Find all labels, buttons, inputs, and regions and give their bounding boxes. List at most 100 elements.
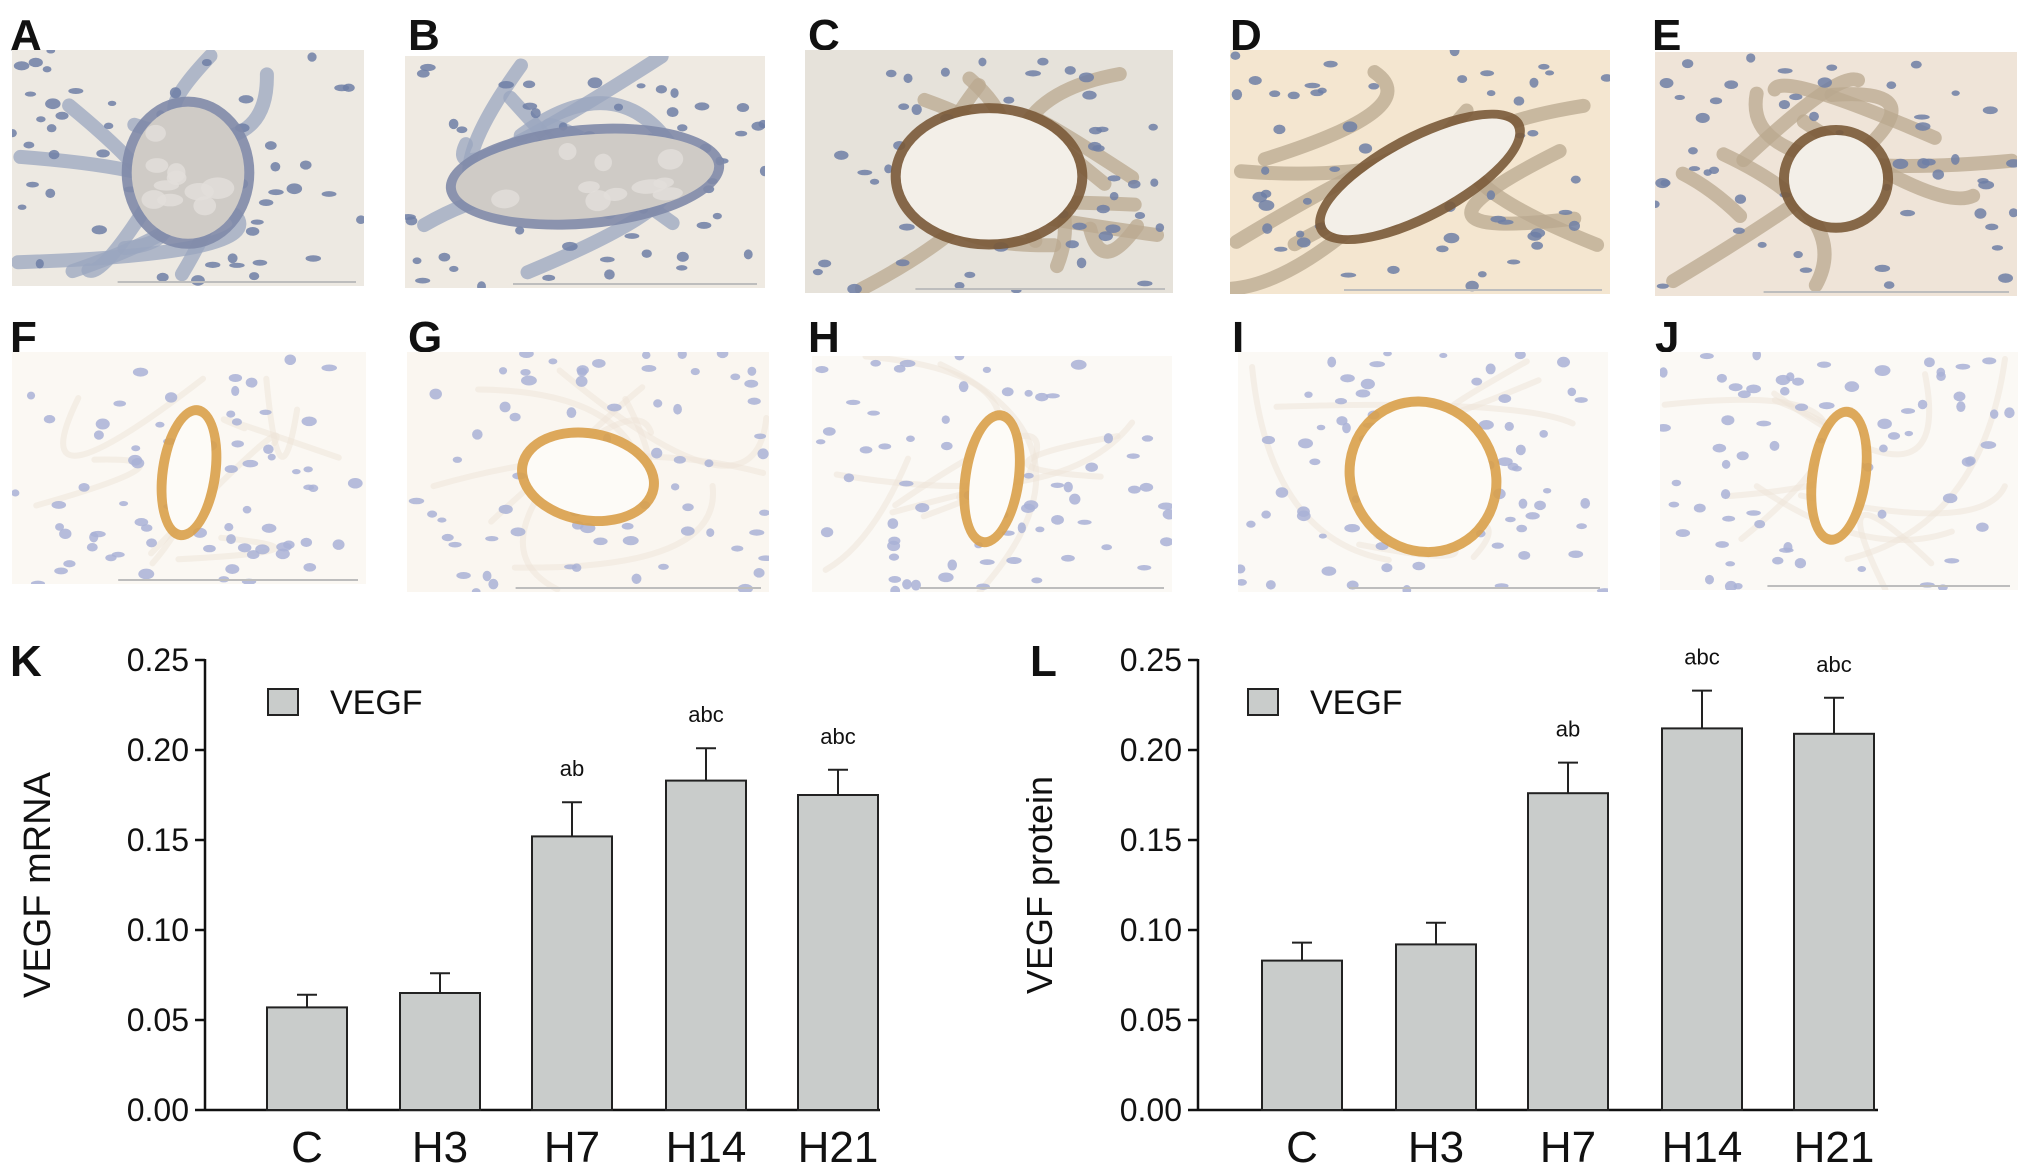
cell-nucleus [164,392,178,403]
bar-charts: 0.00 0.05 0.10 0.15 0.20 0.25 VEGF mRNA C H3 H7 ab… [17,642,1878,1172]
micrograph-h [812,356,1172,592]
cell-nucleus [1877,418,1892,430]
cell-nucleus [1874,264,1891,273]
cell-nucleus [1675,529,1691,538]
cell-nucleus [1265,580,1276,590]
y-axis-label: VEGF protein [1019,776,1060,994]
cell-nucleus [902,579,912,590]
cell-nucleus [224,522,234,532]
vessel [445,123,725,230]
cell-nucleus [613,103,624,111]
cell-nucleus [1974,208,1987,219]
cell-nucleus [673,403,682,415]
cell-nucleus [1025,70,1041,77]
legend-swatch [1247,688,1279,716]
cell-nucleus [1035,392,1049,402]
cell-nucleus [205,261,221,268]
cell-nucleus [1914,114,1930,120]
cell-nucleus [666,107,679,118]
cell-nucleus [1443,232,1460,244]
cell-nucleus [2008,208,2017,218]
cell-nucleus [1457,75,1468,83]
cell-nucleus [498,80,514,89]
cell-nucleus [1248,76,1262,85]
y-tick-label: 0.15 [127,822,189,858]
micrograph-e [1655,52,2017,296]
x-tick-label: H14 [1662,1123,1743,1172]
cell-nucleus [1985,223,1999,231]
cell-nucleus [1485,363,1496,375]
cell-nucleus [107,100,117,107]
x-tick-label: H21 [1794,1123,1875,1172]
cell-nucleus [1976,522,1989,532]
cell-nucleus [1238,564,1246,574]
cell-nucleus [12,129,17,138]
cell-nucleus [520,368,531,376]
cell-nucleus [307,52,317,62]
cell-nucleus [758,119,765,129]
cell-nucleus [488,578,499,590]
cell-nucleus [1982,106,1998,115]
cell-nucleus [979,559,995,566]
cell-nucleus [1252,191,1268,203]
cell-nucleus [982,366,992,374]
cell-nucleus [1486,90,1496,97]
cell-nucleus [622,535,639,546]
vessel [890,103,1088,250]
cell-nucleus [1051,514,1064,525]
cell-nucleus [45,188,56,199]
cell-nucleus [895,259,910,267]
cell-nucleus [818,259,832,268]
cell-nucleus [89,531,99,543]
cell-nucleus [284,354,297,366]
cell-nucleus [155,421,165,428]
cell-nucleus [1449,50,1460,57]
cell-nucleus [96,149,110,158]
cell-nucleus [28,57,43,68]
x-tick-label: H7 [1540,1123,1596,1172]
cell-nucleus [1082,90,1097,100]
cell-nucleus [682,503,694,512]
cell-nucleus [1754,519,1766,529]
cell-nucleus [1725,561,1736,567]
chart-l: 0.00 0.05 0.10 0.15 0.20 0.25 VEGF protein C H3 H… [1019,642,1878,1172]
legend-label: VEGF [330,684,423,722]
cell-nucleus [1956,401,1966,413]
vessel [517,427,659,527]
cell-nucleus [915,502,930,513]
cell-nucleus [1826,64,1838,71]
cell-nucleus [1982,357,1997,365]
vessel-lumen [1788,134,1884,223]
legend-swatch [267,688,299,716]
cell-nucleus [1991,245,2004,251]
cell-nucleus [226,534,236,545]
lumen-content [585,190,611,212]
lumen-content [166,170,187,186]
cell-nucleus [23,141,35,149]
y-axis-label: VEGF mRNA [17,771,59,998]
cell-nucleus [1736,451,1749,461]
cell-nucleus [1660,367,1668,378]
cell-nucleus [1139,482,1154,492]
cell-nucleus [263,444,274,455]
cell-nucleus [577,367,588,377]
cell-nucleus [1061,554,1075,562]
cell-nucleus [1273,124,1286,135]
cell-nucleus [1246,520,1256,528]
cell-nucleus [268,189,284,196]
cell-nucleus [415,277,431,284]
cell-nucleus [1296,237,1311,248]
cell-nucleus [1724,80,1739,89]
cell-nucleus [607,403,622,412]
cell-nucleus [1063,481,1073,493]
cell-nucleus [903,73,913,84]
bar [665,779,747,1111]
cell-nucleus [754,433,767,440]
x-tick-label: H14 [666,1123,747,1172]
cell-nucleus [356,215,364,225]
cell-nucleus [226,410,236,418]
alveolar-septum [519,384,646,592]
cell-nucleus [332,539,345,550]
cell-nucleus [227,253,238,264]
bar [1661,727,1743,1112]
